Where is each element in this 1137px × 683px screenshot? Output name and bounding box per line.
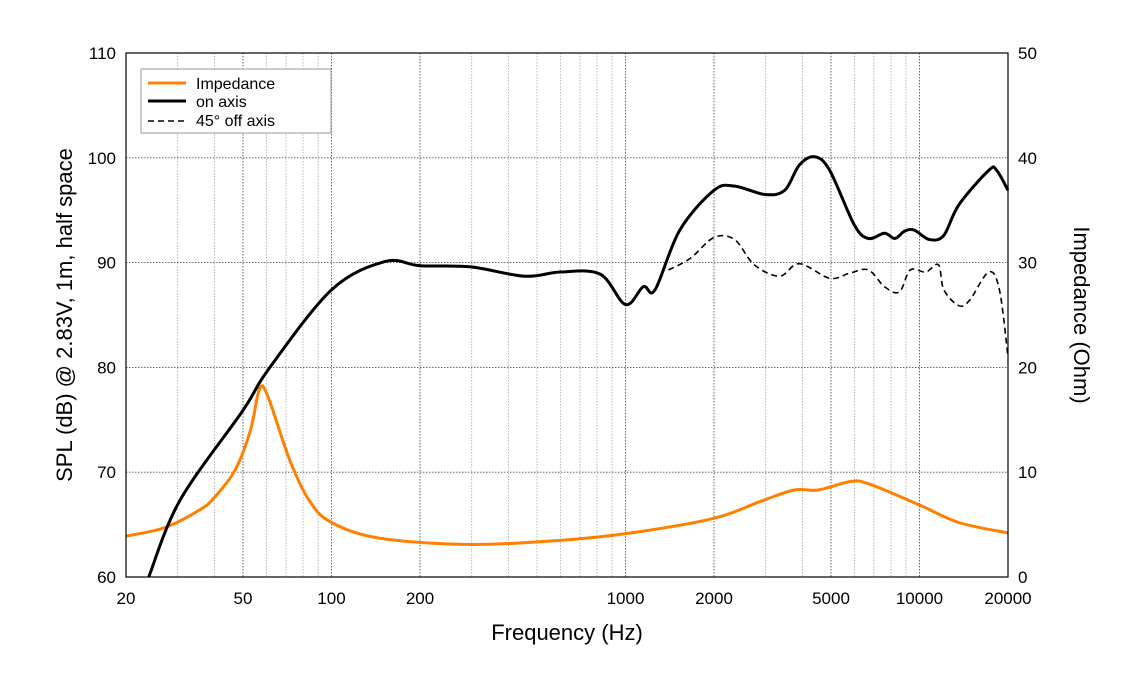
legend-label-on-axis: on axis (196, 94, 247, 111)
y-tick-label: 90 (97, 254, 116, 273)
x-axis-label: Frequency (Hz) (491, 620, 643, 645)
x-tick-label: 200 (406, 589, 434, 608)
series-layer (125, 155, 1010, 578)
series-impedance-line (125, 384, 1009, 547)
y-axis-label: SPL (dB) @ 2.83V, 1m, half space (52, 148, 77, 482)
x-tick-label: 100 (317, 589, 345, 608)
y-tick-label: 70 (97, 463, 116, 482)
legend: Impedance on axis 45° off axis (140, 68, 332, 134)
series-45-off-axis-line (668, 234, 1009, 358)
y2-tick-label: 40 (1018, 149, 1037, 168)
legend-label-impedance: Impedance (196, 76, 275, 93)
y-tick-label: 60 (97, 568, 116, 587)
x-tick-label: 20000 (984, 589, 1031, 608)
x-tick-label: 20 (117, 589, 136, 608)
plot-frame (125, 52, 1009, 578)
y2-axis-label: Impedance (Ohm) (1069, 226, 1094, 403)
y2-tick-label: 20 (1018, 358, 1037, 377)
y2-tick-label: 30 (1018, 254, 1037, 273)
x-tick-label: 1000 (607, 589, 645, 608)
y-tick-label: 80 (97, 358, 116, 377)
x-tick-label: 10000 (896, 589, 943, 608)
x-tick-label: 50 (234, 589, 253, 608)
y-tick-label: 100 (88, 149, 116, 168)
series-on-axis-line (147, 155, 1010, 578)
y-tick-label: 110 (89, 44, 116, 63)
x-tick-label: 2000 (695, 589, 733, 608)
y2-tick-label: 50 (1018, 44, 1037, 63)
tick-labels: 20 50 100 200 1000 2000 5000 10000 2000060708090… (88, 44, 1037, 608)
x-tick-label: 5000 (812, 589, 850, 608)
legend-label-off-axis: 45° off axis (196, 113, 275, 130)
y2-tick-label: 10 (1018, 463, 1037, 482)
y2-tick-label: 0 (1018, 568, 1027, 587)
